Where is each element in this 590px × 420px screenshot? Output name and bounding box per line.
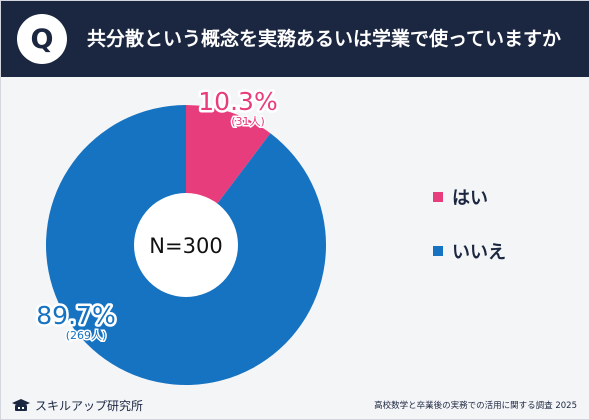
- brand-logo: スキルアップ研究所: [11, 396, 143, 416]
- legend-swatch-yes: [433, 192, 443, 202]
- donut-chart: N=300 10.3%(31人) 89.7%(269人): [34, 85, 326, 386]
- source-note: 高校数学と卒業後の実務での活用に関する調査 2025: [374, 401, 577, 411]
- count-label-1: (269人): [66, 329, 107, 342]
- data-labels-layer: 10.3%(31人) 89.7%(269人): [34, 85, 280, 344]
- legend-label-yes: はい: [452, 188, 488, 209]
- brand-name: スキルアップ研究所: [35, 399, 144, 413]
- count-label-0: (31人): [231, 115, 265, 128]
- legend-swatch-no: [433, 246, 443, 256]
- sample-size-label: N=300: [149, 234, 222, 258]
- chart-title: 共分散という概念を実務あるいは学業で使っていますか: [87, 28, 562, 50]
- legend-item-yes: はい: [433, 187, 506, 211]
- legend: はい いいえ: [433, 187, 506, 295]
- donut-hole: [134, 193, 238, 297]
- legend-item-no: いいえ: [433, 241, 506, 265]
- question-badge-icon: Q: [17, 14, 67, 64]
- percent-label-0: 10.3%: [198, 87, 277, 116]
- graduation-cap-icon: [12, 398, 30, 411]
- percent-label-1: 89.7%: [36, 301, 115, 330]
- question-badge-letter: Q: [31, 24, 54, 55]
- legend-label-no: いいえ: [452, 242, 506, 263]
- header-bar: Q 共分散という概念を実務あるいは学業で使っていますか: [1, 1, 589, 77]
